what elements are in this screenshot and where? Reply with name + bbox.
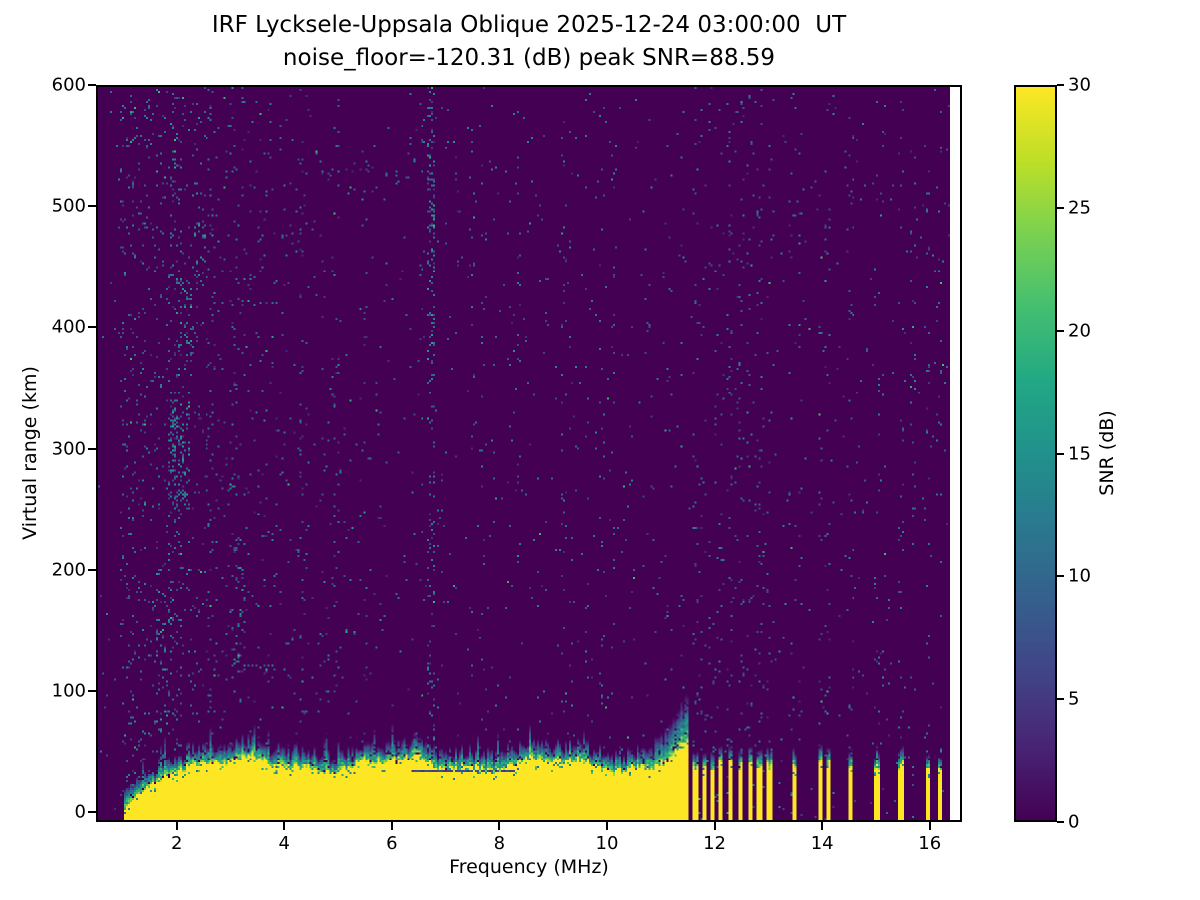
x-tick-label: 8 xyxy=(493,833,506,854)
y-axis-label: Virtual range (km) xyxy=(19,366,41,540)
x-tick-label: 10 xyxy=(595,833,619,854)
x-tick-label: 2 xyxy=(170,833,183,854)
colorbar xyxy=(1014,85,1057,822)
colorbar-tick-label: 5 xyxy=(1068,688,1080,710)
y-tick-mark xyxy=(88,84,96,86)
colorbar-tick-mark xyxy=(1057,206,1064,209)
y-tick-label: 300 xyxy=(51,438,86,460)
colorbar-tick-mark xyxy=(1057,698,1064,701)
colorbar-gradient xyxy=(1016,87,1055,820)
colorbar-tick-mark xyxy=(1057,821,1064,823)
x-tick-label: 16 xyxy=(918,833,942,854)
colorbar-tick-mark xyxy=(1057,452,1064,455)
colorbar-tick-label: 20 xyxy=(1068,320,1091,342)
x-tick-mark xyxy=(605,822,608,830)
colorbar-tick-label: 30 xyxy=(1068,74,1091,96)
x-axis-label: Frequency (MHz) xyxy=(449,856,609,878)
x-tick-mark xyxy=(283,822,286,830)
y-tick-label: 0 xyxy=(74,801,86,823)
y-tick-mark xyxy=(88,205,96,208)
x-tick-mark xyxy=(821,822,824,830)
x-tick-mark xyxy=(928,822,931,830)
x-tick-label: 4 xyxy=(278,833,290,854)
y-tick-mark xyxy=(88,568,96,571)
colorbar-tick-mark xyxy=(1057,575,1064,578)
colorbar-tick-label: 0 xyxy=(1068,811,1080,833)
x-tick-mark xyxy=(498,822,501,830)
chart-title: IRF Lycksele-Uppsala Oblique 2025-12-24 … xyxy=(211,12,847,38)
plot-area xyxy=(96,85,962,822)
colorbar-tick-label: 25 xyxy=(1068,197,1091,219)
y-tick-label: 600 xyxy=(51,74,86,96)
y-tick-label: 200 xyxy=(51,559,86,581)
y-tick-mark xyxy=(88,811,96,814)
x-tick-mark xyxy=(390,822,393,830)
colorbar-tick-mark xyxy=(1057,329,1064,332)
y-tick-mark xyxy=(88,326,96,329)
x-tick-label: 14 xyxy=(810,833,834,854)
colorbar-tick-mark xyxy=(1057,84,1064,86)
y-tick-mark xyxy=(88,447,96,450)
colorbar-tick-label: 10 xyxy=(1068,565,1091,587)
snr-heatmap-canvas xyxy=(98,87,960,820)
y-tick-label: 400 xyxy=(51,316,86,338)
colorbar-tick-label: 15 xyxy=(1068,443,1091,464)
y-tick-label: 100 xyxy=(51,680,86,702)
y-tick-mark xyxy=(88,690,96,693)
x-tick-label: 12 xyxy=(703,833,727,854)
chart-subtitle: noise_floor=-120.31 (dB) peak SNR=88.59 xyxy=(282,45,776,71)
x-tick-mark xyxy=(175,822,178,830)
y-tick-label: 500 xyxy=(51,195,86,217)
x-tick-label: 6 xyxy=(386,833,398,854)
x-tick-mark xyxy=(713,822,716,830)
colorbar-label: SNR (dB) xyxy=(1096,410,1118,496)
